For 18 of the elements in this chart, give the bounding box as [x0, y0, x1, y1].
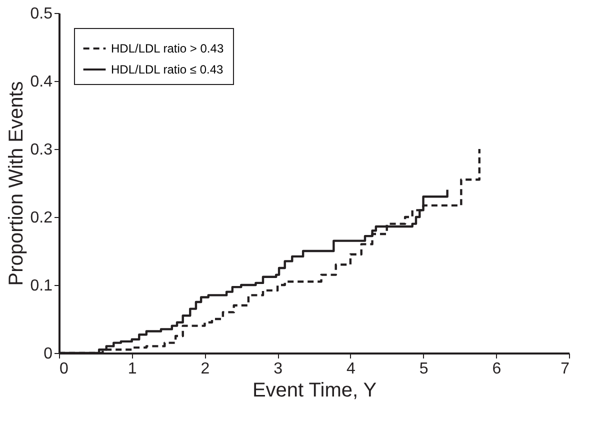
x-tick-label: 6	[492, 360, 502, 378]
x-tick-label: 2	[200, 360, 210, 378]
x-tick-label: 5	[419, 360, 428, 378]
x-tick-label: 7	[560, 360, 570, 378]
x-tick-label: 1	[128, 360, 137, 378]
y-tick-label: 0.2	[30, 210, 53, 226]
y-tick-label: 0.1	[30, 278, 53, 294]
y-tick-label: 0	[44, 346, 53, 362]
y-tick-label: 0.3	[30, 142, 53, 158]
x-tick-label: 3	[274, 360, 283, 378]
legend-label: HDL/LDL ratio > 0.43	[111, 42, 224, 56]
x-tick-label: 4	[346, 360, 356, 378]
y-tick-label: 0.4	[30, 74, 53, 90]
y-tick-label: 0.5	[30, 6, 53, 22]
x-tick-label: 0	[60, 360, 68, 378]
y-axis-title: Proportion With Events	[5, 81, 28, 286]
legend-label: HDL/LDL ratio ≤ 0.43	[111, 62, 224, 76]
x-axis-title: Event Time, Y	[252, 380, 377, 402]
